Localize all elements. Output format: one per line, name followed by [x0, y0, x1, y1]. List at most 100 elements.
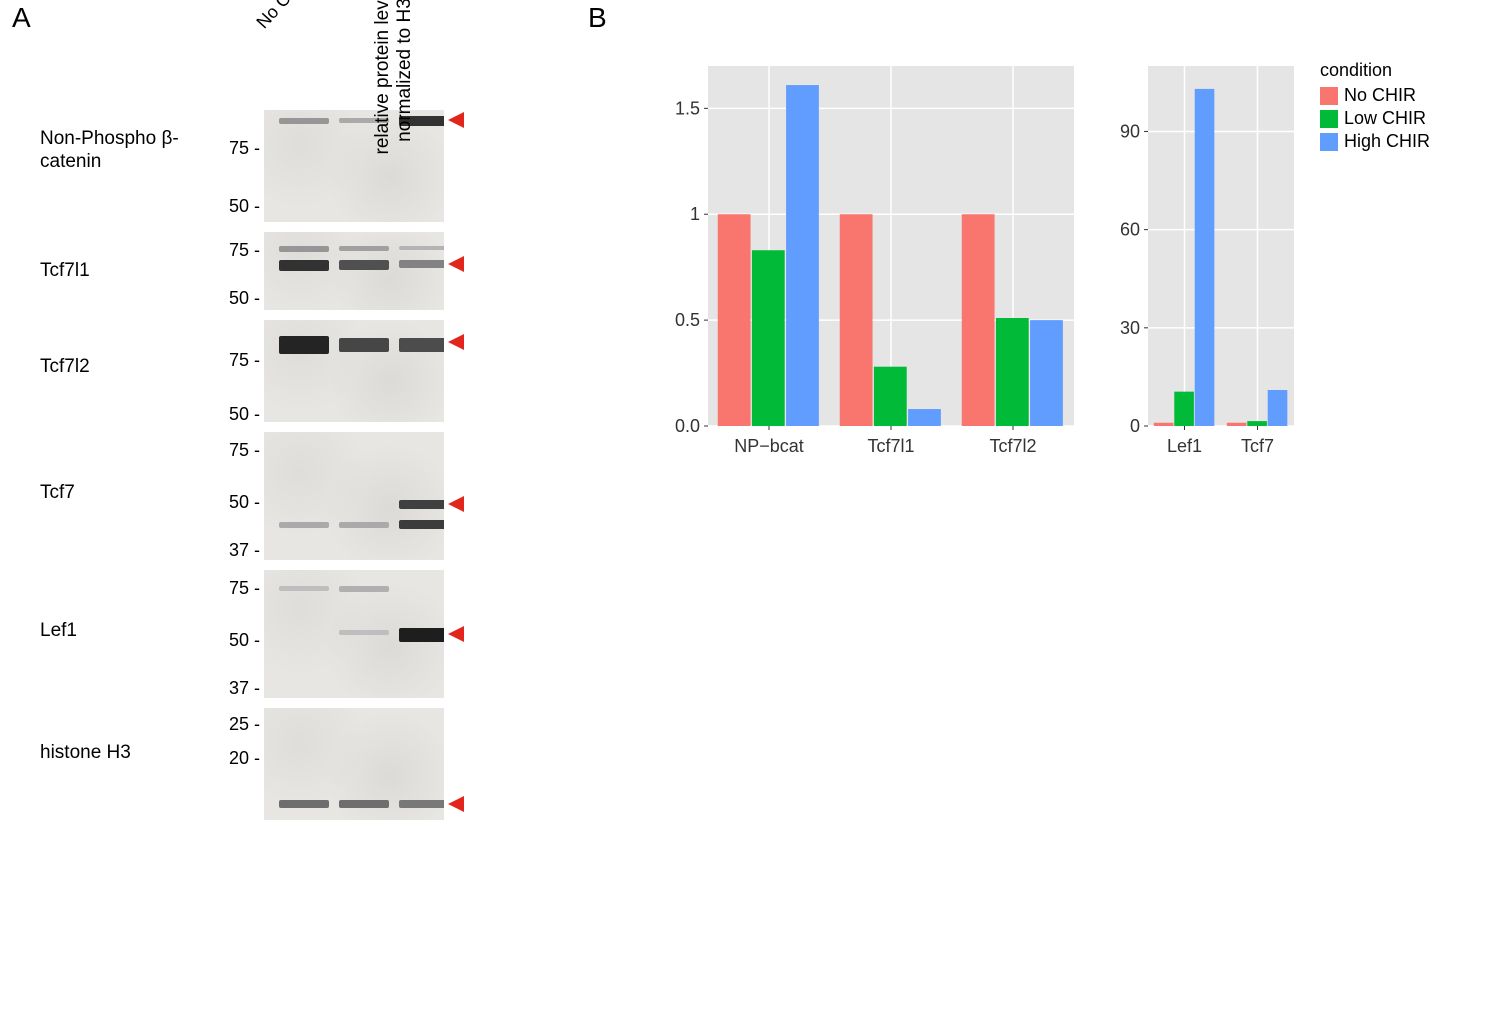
band	[339, 586, 389, 592]
svg-text:1.5: 1.5	[675, 98, 700, 118]
arrow-icon	[448, 626, 464, 642]
arrow-icon	[448, 256, 464, 272]
lane-labels: No CHIR Low CHIR High CHIR	[252, 0, 391, 33]
band	[339, 522, 389, 528]
legend-swatch	[1320, 110, 1338, 128]
svg-text:60: 60	[1120, 220, 1140, 240]
band	[279, 246, 329, 252]
band	[399, 800, 444, 808]
mw-column: 75 - 50 -	[210, 232, 260, 310]
mw-marker: 50 -	[210, 196, 260, 217]
bar	[718, 214, 751, 426]
svg-text:1: 1	[690, 204, 700, 224]
band	[399, 338, 444, 352]
blot-image	[264, 708, 444, 820]
legend-swatch	[1320, 133, 1338, 151]
bar	[908, 409, 941, 426]
arrow-icon	[448, 334, 464, 350]
antibody-label: Tcf7l1	[40, 260, 195, 283]
antibody-label: Tcf7l2	[40, 356, 195, 379]
band	[279, 800, 329, 808]
bar	[1174, 392, 1194, 426]
bar	[1247, 421, 1267, 426]
arrow-icon	[448, 496, 464, 512]
panel-a-label: A	[12, 2, 31, 34]
mw-column: 75 - 50 -	[210, 110, 260, 222]
svg-text:90: 90	[1120, 121, 1140, 141]
svg-text:0: 0	[1130, 416, 1140, 436]
mw-marker: 37 -	[210, 678, 260, 699]
bar	[1030, 320, 1063, 426]
bar	[1268, 390, 1288, 426]
mw-marker: 50 -	[210, 492, 260, 513]
legend-title: condition	[1320, 60, 1430, 81]
blot-image	[264, 432, 444, 560]
blot-image	[264, 110, 444, 222]
blot-image	[264, 232, 444, 310]
band	[399, 500, 444, 509]
legend-swatch	[1320, 87, 1338, 105]
band	[279, 118, 329, 124]
panel-b-label: B	[588, 2, 607, 34]
y-axis-label: relative protein levelnormalized to H3	[372, 0, 416, 280]
mw-column: 75 - 50 - 37 -	[210, 432, 260, 560]
band	[339, 630, 389, 635]
mw-marker: 50 -	[210, 404, 260, 425]
chart-right: 0 30 60 90 Lef1 Tcf7	[1100, 60, 1300, 460]
legend: condition No CHIRLow CHIRHigh CHIR	[1320, 60, 1430, 154]
band	[339, 338, 389, 352]
mw-marker: 37 -	[210, 540, 260, 561]
svg-text:0.5: 0.5	[675, 310, 700, 330]
bar	[962, 214, 995, 426]
antibody-label: Lef1	[40, 620, 195, 643]
band	[399, 628, 444, 642]
mw-marker: 50 -	[210, 288, 260, 309]
mw-column: 25 - 20 -	[210, 708, 260, 820]
mw-marker: 75 -	[210, 578, 260, 599]
svg-text:NP−bcat: NP−bcat	[734, 436, 804, 456]
band	[399, 520, 444, 529]
svg-text:Tcf7: Tcf7	[1241, 436, 1274, 456]
antibody-label: histone H3	[40, 742, 195, 765]
svg-text:Tcf7l2: Tcf7l2	[989, 436, 1036, 456]
bar	[786, 85, 819, 426]
mw-marker: 75 -	[210, 440, 260, 461]
blot-image	[264, 320, 444, 422]
antibody-label: Tcf7	[40, 482, 195, 505]
legend-label: Low CHIR	[1344, 108, 1426, 129]
svg-text:30: 30	[1120, 318, 1140, 338]
arrow-icon	[448, 112, 464, 128]
blot-image	[264, 570, 444, 698]
band	[279, 586, 329, 591]
lane-label-0: No CHIR	[252, 0, 305, 33]
bar	[1195, 89, 1215, 426]
legend-label: No CHIR	[1344, 85, 1416, 106]
bar	[996, 318, 1029, 426]
mw-marker: 75 -	[210, 350, 260, 371]
bar	[1154, 423, 1174, 426]
legend-item: Low CHIR	[1320, 108, 1430, 129]
bar	[840, 214, 873, 426]
bar	[752, 250, 785, 426]
svg-text:Tcf7l1: Tcf7l1	[867, 436, 914, 456]
svg-text:Lef1: Lef1	[1167, 436, 1202, 456]
band	[279, 260, 329, 271]
legend-item: High CHIR	[1320, 131, 1430, 152]
legend-item: No CHIR	[1320, 85, 1430, 106]
band	[279, 522, 329, 528]
antibody-label: Non-Phospho β-catenin	[40, 128, 195, 174]
mw-marker: 50 -	[210, 630, 260, 651]
chart-left: 0.00.511.5NP−bcatTcf7l1Tcf7l2	[660, 60, 1080, 460]
mw-marker: 20 -	[210, 748, 260, 769]
band	[339, 800, 389, 808]
band	[279, 336, 329, 354]
mw-column: 75 - 50 - 37 -	[210, 570, 260, 698]
mw-marker: 75 -	[210, 240, 260, 261]
legend-label: High CHIR	[1344, 131, 1430, 152]
arrow-icon	[448, 796, 464, 812]
bar	[1227, 423, 1247, 426]
mw-column: 75 - 50 -	[210, 320, 260, 422]
bar	[874, 367, 907, 426]
mw-marker: 25 -	[210, 714, 260, 735]
mw-marker: 75 -	[210, 138, 260, 159]
